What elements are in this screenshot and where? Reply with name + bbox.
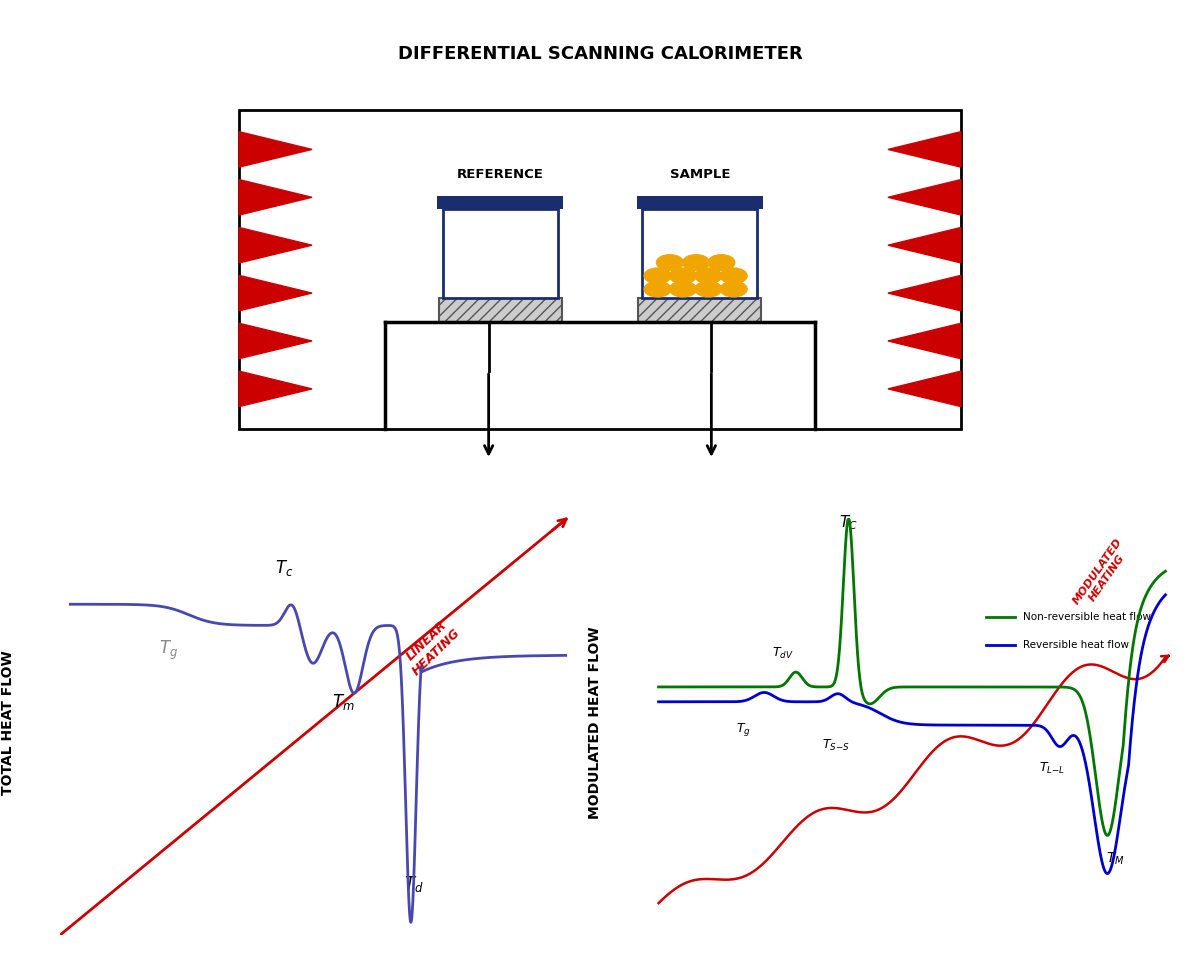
FancyBboxPatch shape	[437, 196, 563, 209]
Circle shape	[670, 281, 696, 297]
Circle shape	[644, 281, 671, 297]
Text: MODULATED
HEATING: MODULATED HEATING	[1070, 536, 1133, 613]
FancyBboxPatch shape	[638, 298, 761, 322]
Circle shape	[695, 268, 721, 283]
Polygon shape	[888, 179, 961, 215]
Text: $\mathit{T}_M$: $\mathit{T}_M$	[1106, 850, 1124, 867]
Text: MODULATED HEAT FLOW: MODULATED HEAT FLOW	[588, 627, 602, 819]
Polygon shape	[888, 132, 961, 167]
Text: DIFFERENTIAL SCANNING CALORIMETER: DIFFERENTIAL SCANNING CALORIMETER	[397, 45, 803, 64]
Polygon shape	[888, 371, 961, 407]
Text: $\mathit{T}_{S\mathregular{-}S}$: $\mathit{T}_{S\mathregular{-}S}$	[822, 737, 850, 753]
Circle shape	[720, 281, 748, 297]
Text: $\mathit{T}_d$: $\mathit{T}_d$	[403, 874, 424, 895]
Text: $\mathit{T}_C$: $\mathit{T}_C$	[839, 513, 858, 532]
Polygon shape	[239, 179, 312, 215]
Text: Non-reversible heat flow: Non-reversible heat flow	[1022, 612, 1151, 622]
Circle shape	[670, 268, 696, 283]
Text: Reversible heat flow: Reversible heat flow	[1022, 639, 1129, 650]
Text: $\mathit{T}_{L\mathregular{-}L}$: $\mathit{T}_{L\mathregular{-}L}$	[1039, 762, 1066, 776]
FancyBboxPatch shape	[443, 209, 558, 298]
Text: REFERENCE: REFERENCE	[457, 169, 544, 181]
Polygon shape	[239, 276, 312, 310]
Polygon shape	[888, 228, 961, 263]
Text: LINEAR
HEATING: LINEAR HEATING	[400, 615, 463, 678]
Text: $\mathit{T}_g$: $\mathit{T}_g$	[736, 721, 750, 737]
Circle shape	[708, 254, 734, 270]
Polygon shape	[239, 371, 312, 407]
Text: $\mathit{T}_c$: $\mathit{T}_c$	[275, 558, 294, 578]
Circle shape	[644, 268, 671, 283]
Text: $\mathit{T}_m$: $\mathit{T}_m$	[332, 692, 355, 711]
Text: TOTAL HEAT FLOW: TOTAL HEAT FLOW	[1, 651, 16, 795]
Polygon shape	[239, 323, 312, 359]
Circle shape	[695, 281, 721, 297]
Polygon shape	[239, 132, 312, 167]
Text: $\mathit{T}_g$: $\mathit{T}_g$	[158, 639, 178, 662]
Circle shape	[720, 268, 748, 283]
Circle shape	[656, 254, 683, 270]
FancyBboxPatch shape	[439, 298, 562, 322]
FancyBboxPatch shape	[637, 196, 763, 209]
Circle shape	[683, 254, 709, 270]
Text: SAMPLE: SAMPLE	[670, 169, 730, 181]
FancyBboxPatch shape	[239, 110, 961, 429]
FancyBboxPatch shape	[642, 209, 757, 298]
Polygon shape	[239, 228, 312, 263]
Text: $\mathit{T}_{dV}$: $\mathit{T}_{dV}$	[772, 647, 793, 661]
Polygon shape	[888, 276, 961, 310]
Polygon shape	[888, 323, 961, 359]
